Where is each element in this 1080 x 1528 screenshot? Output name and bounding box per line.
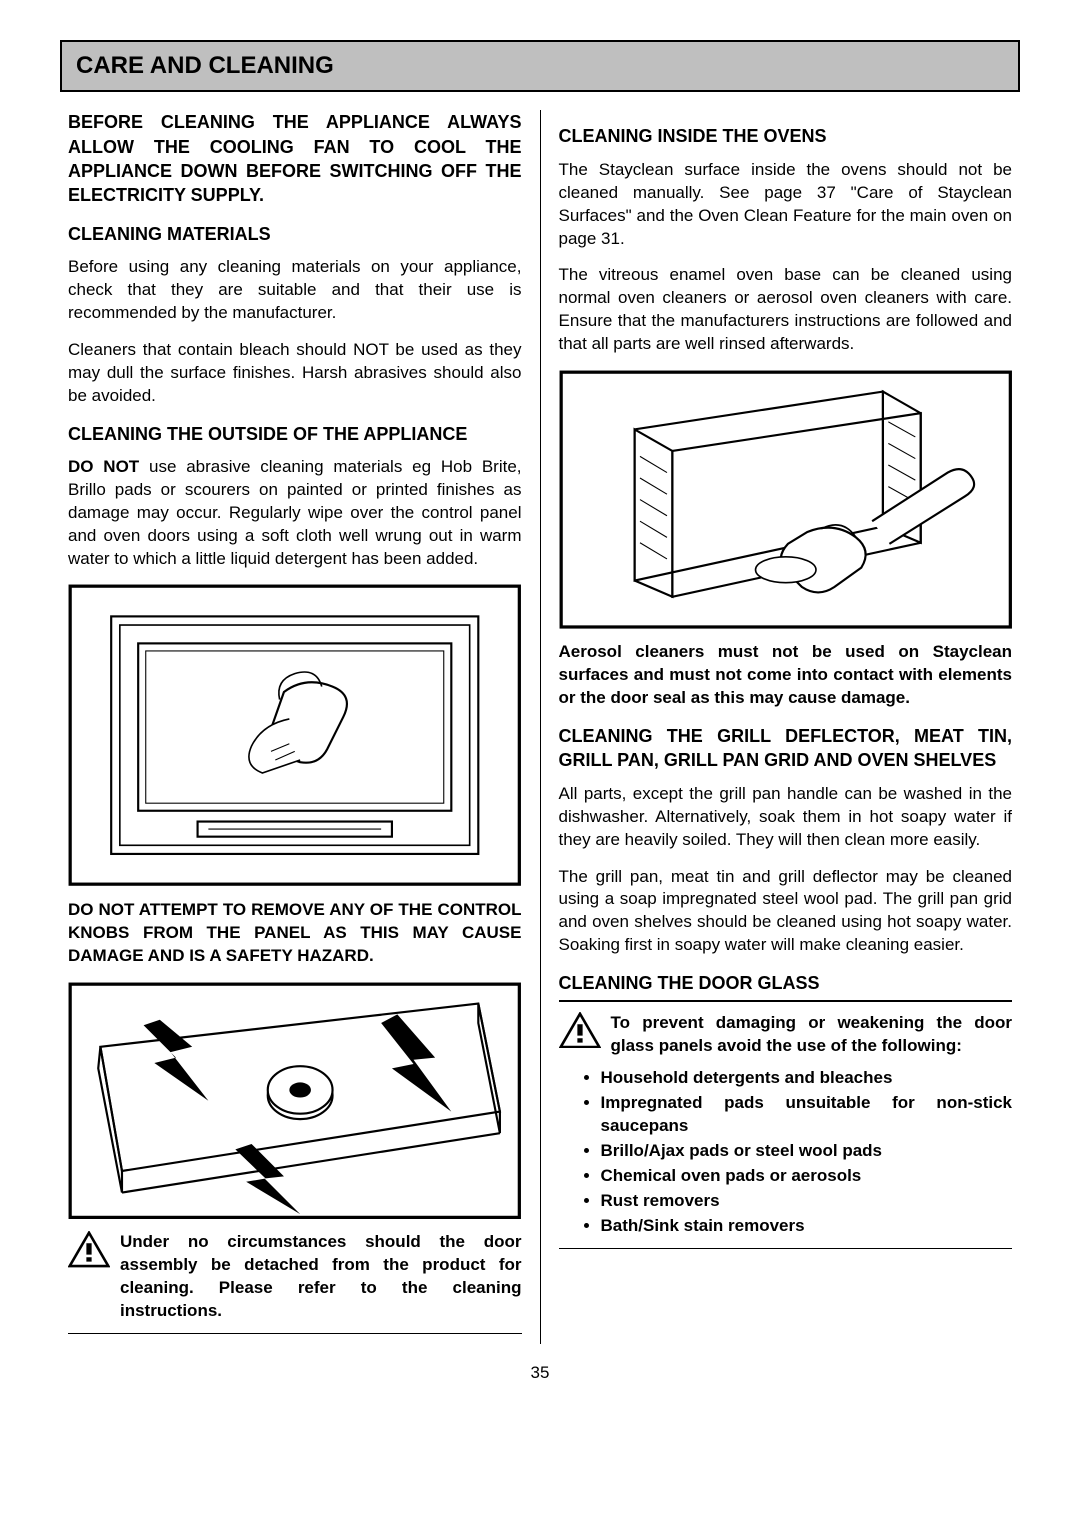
para-outside: DO NOT use abrasive cleaning materials e… [68, 456, 522, 571]
heading-cleaning-inside: CLEANING INSIDE THE OVENS [559, 124, 1013, 148]
oven-shelf-svg [559, 370, 1013, 629]
para-inside-2: The vitreous enamel oven base can be cle… [559, 264, 1013, 356]
aerosol-warning: Aerosol cleaners must not be used on Sta… [559, 641, 1013, 710]
warning-icon [68, 1231, 110, 1275]
avoid-list: Household detergents and bleaches Impreg… [601, 1067, 1013, 1238]
para-materials-1: Before using any cleaning materials on y… [68, 256, 522, 325]
list-item: Rust removers [601, 1190, 1013, 1213]
right-column: CLEANING INSIDE THE OVENS The Stayclean … [541, 110, 1021, 1344]
heading-cleaning-materials: CLEANING MATERIALS [68, 222, 522, 246]
door-detach-warning-text: Under no circumstances should the door a… [120, 1231, 522, 1323]
intro-warning: BEFORE CLEANING THE APPLIANCE ALWAYS ALL… [68, 110, 522, 207]
heading-grill-parts: CLEANING THE GRILL DEFLECTOR, MEAT TIN, … [559, 724, 1013, 773]
rule-thick [559, 1000, 1013, 1002]
door-detach-warning-row: Under no circumstances should the door a… [68, 1231, 522, 1323]
rule [68, 1333, 522, 1334]
control-panel-illustration [68, 982, 522, 1220]
para-inside-1: The Stayclean surface inside the ovens s… [559, 159, 1013, 251]
list-item: Brillo/Ajax pads or steel wool pads [601, 1140, 1013, 1163]
para-grill-1: All parts, except the grill pan handle c… [559, 783, 1013, 852]
list-item: Household detergents and bleaches [601, 1067, 1013, 1090]
oven-shelf-illustration [559, 370, 1013, 629]
glass-warning-text: To prevent damaging or weakening the doo… [611, 1012, 1013, 1058]
heading-door-glass: CLEANING THE DOOR GLASS [559, 971, 1013, 995]
heading-cleaning-outside: CLEANING THE OUTSIDE OF THE APPLIANCE [68, 422, 522, 446]
knob-warning: DO NOT ATTEMPT TO REMOVE ANY OF THE CONT… [68, 899, 522, 968]
para-grill-2: The grill pan, meat tin and grill deflec… [559, 866, 1013, 958]
two-column-layout: BEFORE CLEANING THE APPLIANCE ALWAYS ALL… [60, 110, 1020, 1344]
warning-icon [559, 1012, 601, 1056]
list-item: Impregnated pads unsuitable for non-stic… [601, 1092, 1013, 1138]
oven-door-svg [68, 584, 522, 886]
section-title-bar: CARE AND CLEANING [60, 40, 1020, 92]
page-number: 35 [60, 1362, 1020, 1385]
para-materials-2: Cleaners that contain bleach should NOT … [68, 339, 522, 408]
list-item: Chemical oven pads or aerosols [601, 1165, 1013, 1188]
glass-warning-row: To prevent damaging or weakening the doo… [559, 1012, 1013, 1058]
list-item: Bath/Sink stain removers [601, 1215, 1013, 1238]
do-not-bold: DO NOT [68, 457, 139, 476]
left-column: BEFORE CLEANING THE APPLIANCE ALWAYS ALL… [60, 110, 541, 1344]
control-panel-svg [68, 982, 522, 1220]
oven-door-illustration [68, 584, 522, 886]
rule-thin [559, 1248, 1013, 1249]
